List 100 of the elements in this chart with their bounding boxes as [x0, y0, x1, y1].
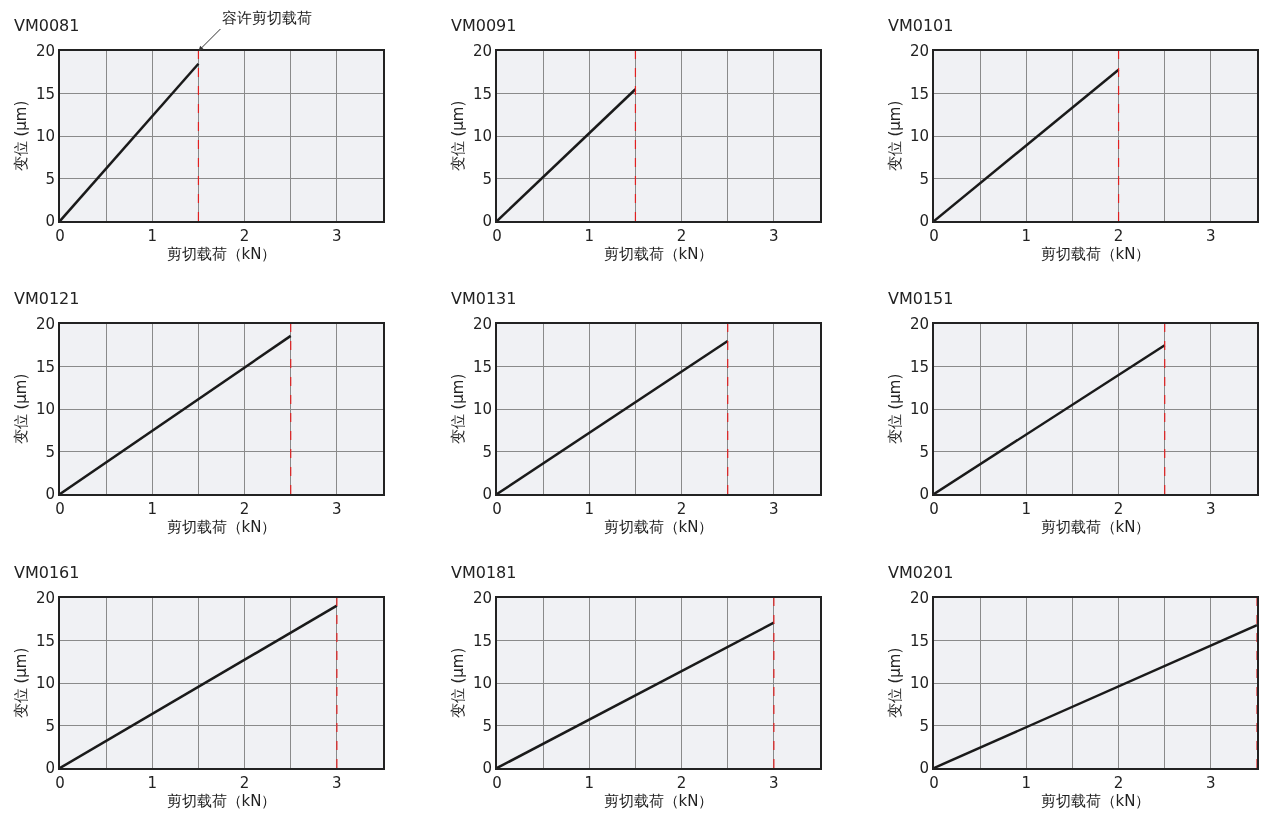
y-tick-label: 20: [35, 589, 55, 608]
y-axis-title: 变位 (μm): [448, 373, 467, 445]
x-tick-label: 1: [1021, 227, 1032, 245]
chart-title: VM0101: [888, 15, 954, 35]
x-tick-label: 2: [1113, 227, 1124, 245]
x-tick-label: 1: [584, 227, 595, 245]
y-tick-label: 0: [919, 759, 929, 778]
y-tick-label: 10: [472, 400, 492, 419]
y-tick-label: 5: [45, 442, 55, 461]
x-tick-label: 2: [239, 227, 250, 245]
y-tick-label: 5: [919, 442, 929, 461]
x-axis-title: 剪切载荷（kN）: [603, 245, 714, 263]
y-tick-label: 10: [472, 674, 492, 693]
x-tick-label: 1: [584, 500, 595, 518]
y-tick-label: 20: [909, 315, 929, 334]
x-tick-label: 3: [1206, 774, 1216, 792]
x-tick-label: 2: [239, 500, 250, 518]
x-tick-label: 3: [769, 500, 779, 518]
x-tick-label: 2: [676, 774, 687, 792]
chart-title: VM0161: [14, 562, 80, 582]
x-tick-label: 1: [147, 500, 158, 518]
x-tick-label: 1: [1021, 500, 1032, 518]
x-tick-label: 1: [1021, 774, 1032, 792]
y-tick-label: 15: [909, 357, 929, 376]
y-tick-label: 20: [35, 315, 55, 334]
y-tick-label: 0: [45, 759, 55, 778]
chart-title: VM0131: [451, 288, 517, 308]
x-tick-label: 3: [1206, 227, 1216, 245]
chart-title: VM0151: [888, 288, 954, 308]
y-tick-label: 10: [472, 127, 492, 146]
y-tick-label: 10: [909, 674, 929, 693]
x-tick-label: 2: [1113, 500, 1124, 518]
y-tick-label: 20: [472, 589, 492, 608]
y-tick-label: 5: [45, 169, 55, 188]
x-axis-title: 剪切载荷（kN）: [1040, 245, 1151, 263]
y-tick-label: 15: [472, 357, 492, 376]
y-tick-label: 20: [909, 589, 929, 608]
x-tick-label: 3: [769, 227, 779, 245]
x-axis-title: 剪切载荷（kN）: [603, 792, 714, 810]
x-tick-label: 3: [769, 774, 779, 792]
y-tick-label: 20: [472, 42, 492, 61]
y-tick-label: 5: [919, 716, 929, 735]
chart-title: VM0081: [14, 15, 80, 35]
y-tick-label: 0: [482, 759, 492, 778]
x-axis-title: 剪切载荷（kN）: [603, 518, 714, 536]
x-tick-label: 2: [239, 774, 250, 792]
y-axis-title: 变位 (μm): [11, 100, 30, 172]
y-tick-label: 15: [35, 357, 55, 376]
x-axis-title: 剪切载荷（kN）: [1040, 792, 1151, 810]
x-axis-title: 剪切载荷（kN）: [166, 518, 277, 536]
y-tick-label: 10: [909, 400, 929, 419]
y-tick-label: 5: [482, 716, 492, 735]
y-axis-title: 变位 (μm): [448, 647, 467, 719]
y-tick-label: 10: [35, 400, 55, 419]
x-tick-label: 2: [676, 227, 687, 245]
y-tick-label: 10: [35, 674, 55, 693]
y-axis-title: 变位 (μm): [885, 100, 904, 172]
y-tick-label: 5: [919, 169, 929, 188]
x-tick-label: 1: [147, 774, 158, 792]
y-tick-label: 10: [909, 127, 929, 146]
y-tick-label: 15: [35, 84, 55, 103]
y-tick-label: 0: [919, 485, 929, 504]
chart-title: VM0201: [888, 562, 954, 582]
y-tick-label: 5: [45, 716, 55, 735]
y-tick-label: 20: [35, 42, 55, 61]
annotation: 容许剪切载荷: [222, 9, 312, 27]
y-axis-title: 变位 (μm): [885, 373, 904, 445]
y-tick-label: 20: [909, 42, 929, 61]
x-tick-label: 1: [147, 227, 158, 245]
y-axis-title: 变位 (μm): [11, 373, 30, 445]
chart-title: VM0091: [451, 15, 517, 35]
y-tick-label: 0: [482, 485, 492, 504]
y-axis-title: 变位 (μm): [11, 647, 30, 719]
x-tick-label: 2: [1113, 774, 1124, 792]
x-tick-label: 3: [332, 227, 342, 245]
y-tick-label: 5: [482, 169, 492, 188]
chart-title: VM0181: [451, 562, 517, 582]
y-tick-label: 5: [482, 442, 492, 461]
y-tick-label: 0: [482, 212, 492, 231]
y-tick-label: 10: [35, 127, 55, 146]
x-tick-label: 3: [332, 774, 342, 792]
x-tick-label: 3: [332, 500, 342, 518]
y-tick-label: 15: [35, 631, 55, 650]
y-tick-label: 20: [472, 315, 492, 334]
y-tick-label: 15: [472, 84, 492, 103]
y-tick-label: 15: [909, 84, 929, 103]
x-axis-title: 剪切载荷（kN）: [1040, 518, 1151, 536]
chart-title: VM0121: [14, 288, 80, 308]
x-tick-label: 1: [584, 774, 595, 792]
y-tick-label: 15: [472, 631, 492, 650]
x-tick-label: 3: [1206, 500, 1216, 518]
x-axis-title: 剪切载荷（kN）: [166, 792, 277, 810]
y-tick-label: 0: [45, 212, 55, 231]
y-tick-label: 15: [909, 631, 929, 650]
y-axis-title: 变位 (μm): [885, 647, 904, 719]
y-tick-label: 0: [919, 212, 929, 231]
y-axis-title: 变位 (μm): [448, 100, 467, 172]
x-tick-label: 2: [676, 500, 687, 518]
x-axis-title: 剪切载荷（kN）: [166, 245, 277, 263]
y-tick-label: 0: [45, 485, 55, 504]
